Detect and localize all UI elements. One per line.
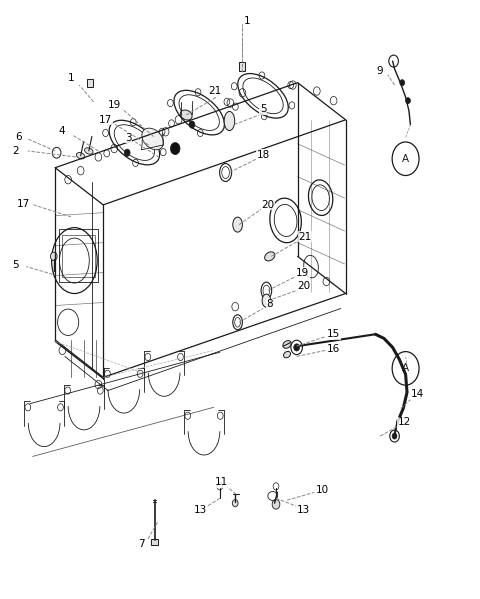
Text: 4: 4: [58, 126, 65, 135]
Ellipse shape: [76, 153, 85, 159]
Text: 2: 2: [12, 146, 19, 156]
Text: A: A: [402, 364, 409, 373]
Text: 16: 16: [327, 344, 340, 353]
Ellipse shape: [283, 341, 291, 348]
Text: 5: 5: [12, 260, 19, 270]
Text: 1: 1: [68, 73, 74, 83]
Circle shape: [406, 98, 410, 104]
Text: 13: 13: [297, 506, 310, 515]
Circle shape: [400, 80, 405, 86]
Text: 11: 11: [215, 477, 228, 487]
Text: 17: 17: [16, 199, 30, 208]
Text: 10: 10: [316, 485, 329, 495]
Text: 12: 12: [397, 418, 411, 427]
Text: 17: 17: [99, 115, 112, 125]
Text: 7: 7: [138, 539, 145, 549]
FancyBboxPatch shape: [87, 79, 93, 87]
Text: 19: 19: [296, 268, 309, 277]
Circle shape: [124, 149, 130, 156]
Circle shape: [294, 344, 300, 351]
Text: 18: 18: [256, 150, 270, 159]
Circle shape: [170, 143, 180, 155]
Ellipse shape: [180, 110, 192, 120]
Text: 21: 21: [298, 232, 312, 241]
Text: 8: 8: [266, 300, 273, 309]
Text: 3: 3: [125, 133, 132, 143]
Text: 15: 15: [327, 329, 340, 339]
Text: 5: 5: [260, 104, 266, 114]
Ellipse shape: [284, 352, 290, 358]
Text: 6: 6: [15, 132, 22, 141]
Circle shape: [291, 340, 302, 355]
Circle shape: [189, 121, 195, 128]
Text: 1: 1: [244, 16, 251, 26]
Circle shape: [390, 430, 399, 442]
Circle shape: [272, 500, 280, 509]
Ellipse shape: [142, 128, 163, 150]
Circle shape: [392, 433, 397, 439]
Text: 20: 20: [297, 282, 310, 291]
Text: 19: 19: [108, 100, 121, 110]
Ellipse shape: [233, 217, 242, 232]
Text: 14: 14: [411, 389, 424, 399]
Text: A: A: [402, 154, 409, 164]
Ellipse shape: [262, 294, 271, 307]
Text: 13: 13: [194, 506, 207, 515]
Ellipse shape: [224, 111, 235, 131]
Circle shape: [232, 500, 238, 507]
Text: 21: 21: [208, 86, 222, 96]
Text: 20: 20: [261, 200, 275, 210]
FancyBboxPatch shape: [151, 539, 158, 545]
FancyBboxPatch shape: [239, 62, 245, 71]
Ellipse shape: [84, 148, 93, 154]
Ellipse shape: [264, 252, 275, 261]
Circle shape: [50, 252, 57, 261]
Text: 9: 9: [377, 66, 384, 75]
